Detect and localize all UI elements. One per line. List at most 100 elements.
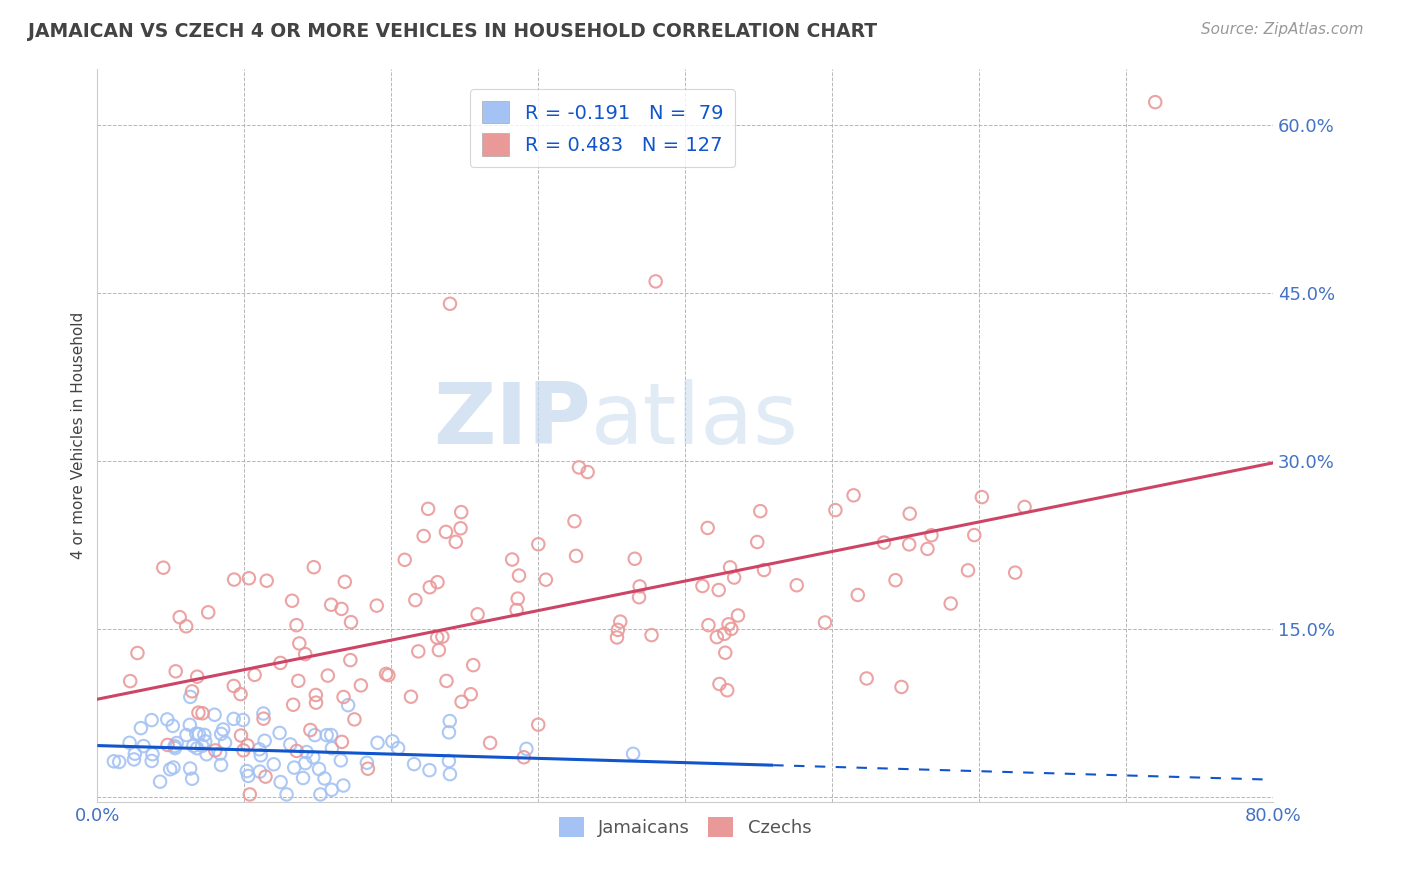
Point [156, 738, 179, 752]
Point [302, 750, 325, 764]
Point [321, 728, 343, 742]
Point [692, 579, 714, 593]
Point [108, 755, 131, 769]
Point [315, 728, 337, 742]
Point [621, 747, 644, 761]
Point [212, 723, 235, 737]
Point [174, 619, 197, 633]
Point [183, 739, 205, 753]
Point [236, 764, 259, 778]
Point [956, 563, 979, 577]
Point [162, 760, 184, 774]
Point [427, 643, 450, 657]
Text: Source: ZipAtlas.com: Source: ZipAtlas.com [1201, 22, 1364, 37]
Point [408, 644, 430, 658]
Point [1014, 500, 1036, 514]
Point [463, 658, 485, 673]
Point [394, 553, 416, 567]
Point [141, 747, 163, 762]
Point [970, 490, 993, 504]
Point [506, 591, 529, 606]
Point [366, 599, 388, 613]
Point [249, 748, 271, 763]
Point [163, 739, 186, 753]
Point [628, 579, 651, 593]
Point [696, 521, 718, 535]
Point [224, 573, 246, 587]
Point [141, 754, 163, 768]
Point [339, 653, 361, 667]
Point [898, 507, 921, 521]
Point [426, 631, 449, 645]
Point [713, 627, 735, 641]
Point [340, 615, 363, 629]
Point [191, 706, 214, 721]
Point [565, 549, 588, 563]
Point [308, 762, 330, 776]
Point [917, 541, 939, 556]
Point [129, 721, 152, 735]
Point [222, 679, 245, 693]
Point [963, 528, 986, 542]
Point [332, 779, 354, 793]
Point [855, 672, 877, 686]
Point [252, 712, 274, 726]
Point [141, 713, 163, 727]
Point [479, 736, 502, 750]
Point [179, 690, 201, 704]
Point [229, 729, 252, 743]
Point [103, 754, 125, 768]
Point [302, 560, 325, 574]
Point [263, 757, 285, 772]
Text: atlas: atlas [591, 379, 799, 462]
Point [356, 756, 378, 770]
Point [214, 736, 236, 750]
Point [697, 618, 720, 632]
Point [884, 573, 907, 587]
Point [229, 687, 252, 701]
Point [181, 772, 204, 786]
Point [332, 690, 354, 704]
Point [505, 603, 527, 617]
Point [165, 665, 187, 679]
Legend: Jamaicans, Czechs: Jamaicans, Czechs [551, 809, 818, 845]
Point [187, 727, 209, 741]
Point [127, 646, 149, 660]
Point [444, 534, 467, 549]
Point [717, 617, 740, 632]
Point [305, 696, 328, 710]
Point [330, 602, 353, 616]
Point [628, 591, 651, 605]
Point [402, 757, 425, 772]
Point [295, 745, 318, 759]
Point [283, 698, 305, 712]
Point [333, 574, 356, 589]
Point [426, 575, 449, 590]
Point [399, 690, 422, 704]
Point [747, 535, 769, 549]
Point [276, 788, 298, 802]
Point [752, 563, 775, 577]
Point [305, 688, 328, 702]
Point [873, 535, 896, 549]
Point [269, 726, 291, 740]
Point [195, 747, 218, 762]
Point [527, 537, 550, 551]
Point [437, 725, 460, 739]
Point [824, 503, 846, 517]
Point [252, 706, 274, 721]
Point [419, 580, 441, 594]
Point [162, 719, 184, 733]
Point [381, 734, 404, 748]
Point [132, 739, 155, 753]
Point [568, 460, 591, 475]
Point [898, 537, 921, 551]
Point [709, 677, 731, 691]
Point [238, 571, 260, 585]
Point [920, 528, 942, 542]
Point [367, 736, 389, 750]
Point [253, 733, 276, 747]
Point [294, 647, 316, 661]
Point [236, 739, 259, 753]
Point [467, 607, 489, 622]
